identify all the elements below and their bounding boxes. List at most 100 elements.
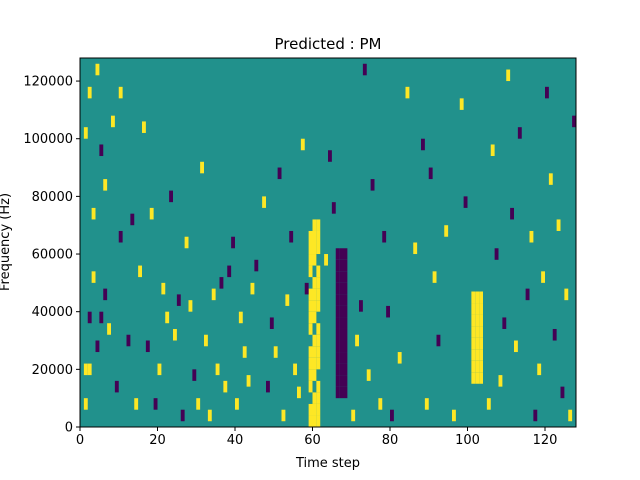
heatmap-cell <box>517 127 522 139</box>
y-tick-label: 120000 <box>23 75 73 90</box>
heatmap-cell <box>215 363 220 376</box>
heatmap-cell <box>277 167 282 180</box>
heatmap-band-cell <box>479 303 483 315</box>
heatmap-cell <box>99 144 104 157</box>
heatmap-band-cell <box>308 380 313 393</box>
heatmap-band-cell <box>335 386 340 399</box>
heatmap-band-cell <box>339 282 344 295</box>
heatmap-cell <box>494 248 499 260</box>
heatmap-cell <box>541 271 545 283</box>
heatmap-band-cell <box>308 323 313 335</box>
heatmap-cell <box>269 317 274 329</box>
heatmap-cell <box>262 196 266 208</box>
heatmap-band-cell <box>479 291 483 304</box>
heatmap-band-cell <box>308 311 313 324</box>
heatmap-cell <box>498 375 503 387</box>
heatmap-band-cell <box>343 271 348 283</box>
heatmap-band-cell <box>479 314 483 327</box>
heatmap-cell <box>386 305 390 318</box>
heatmap-cell <box>227 265 232 278</box>
heatmap-cell <box>331 202 336 214</box>
heatmap-cell <box>176 294 181 306</box>
heatmap-cell <box>169 190 173 203</box>
heatmap-band-cell <box>316 265 321 278</box>
heatmap-cell <box>452 409 456 422</box>
heatmap-cell <box>83 127 88 139</box>
heatmap-band-cell <box>339 352 344 364</box>
heatmap-band-cell <box>312 334 317 347</box>
heatmap-cell <box>444 225 449 237</box>
heatmap-band-cell <box>335 248 340 260</box>
heatmap-band-cell <box>471 291 476 304</box>
heatmap-band-cell <box>343 328 348 341</box>
heatmap-cell <box>293 363 297 376</box>
heatmap-cell <box>328 150 332 162</box>
heatmap-cell <box>126 334 131 347</box>
heatmap-cell <box>560 386 565 399</box>
heatmap-band-cell <box>475 326 480 338</box>
heatmap-cell <box>432 271 437 283</box>
heatmap-cell <box>111 115 115 128</box>
heatmap-cell <box>273 346 278 358</box>
y-tick-label: 100000 <box>23 132 73 147</box>
heatmap-band-cell <box>471 326 476 338</box>
heatmap-cell <box>362 63 367 76</box>
heatmap-band-cell <box>343 259 348 272</box>
heatmap-band-cell <box>343 294 348 306</box>
heatmap-band-cell <box>471 349 476 361</box>
heatmap-cell <box>545 86 549 99</box>
heatmap-cell <box>351 409 356 422</box>
heatmap-cell <box>192 369 197 381</box>
heatmap-band-cell <box>339 386 344 399</box>
heatmap-cell <box>359 300 363 312</box>
heatmap-cell <box>281 409 286 422</box>
heatmap-band-cell <box>479 337 483 350</box>
heatmap-band-cell <box>308 357 313 370</box>
heatmap-cell <box>246 375 251 387</box>
heatmap-band-cell <box>343 317 348 329</box>
heatmap-band-cell <box>339 328 344 341</box>
heatmap-cell <box>378 398 383 410</box>
y-tick-label: 80000 <box>32 190 73 205</box>
heatmap-band-cell <box>312 242 317 255</box>
heatmap-cell <box>173 328 177 341</box>
heatmap-band-cell <box>316 277 321 289</box>
heatmap-band-cell <box>475 337 480 350</box>
heatmap-cell <box>459 98 464 110</box>
heatmap-band-cell <box>308 288 313 301</box>
heatmap-cell <box>421 138 425 151</box>
heatmap-band-cell <box>343 305 348 318</box>
heatmap-band-cell <box>316 346 321 358</box>
heatmap-band-cell <box>335 375 340 387</box>
heatmap-cell <box>219 277 224 289</box>
heatmap-cell <box>390 409 394 422</box>
heatmap-band-cell <box>335 305 340 318</box>
heatmap-band-cell <box>308 346 313 358</box>
heatmap-background <box>80 58 576 427</box>
heatmap-cell <box>83 363 88 376</box>
heatmap-cell <box>91 271 96 283</box>
heatmap-band-cell <box>343 248 348 260</box>
heatmap-cell <box>490 144 495 157</box>
heatmap-cell <box>250 282 255 295</box>
heatmap-band-cell <box>316 288 321 301</box>
heatmap-band-cell <box>475 360 480 373</box>
heatmap-cell <box>266 380 270 393</box>
heatmap-cell <box>204 334 208 347</box>
heatmap-band-cell <box>339 294 344 306</box>
heatmap-band-cell <box>475 314 480 327</box>
heatmap-cell <box>413 242 418 255</box>
heatmap-cell <box>572 115 576 128</box>
heatmap-cell <box>87 86 92 99</box>
heatmap-band-cell <box>339 271 344 283</box>
heatmap-cell <box>180 409 185 422</box>
heatmap-band-cell <box>471 303 476 315</box>
heatmap-cell <box>285 294 290 306</box>
heatmap-band-cell <box>479 326 483 338</box>
heatmap-band-cell <box>312 277 317 289</box>
heatmap-band-cell <box>335 294 340 306</box>
heatmap-cell <box>355 334 359 347</box>
heatmap-cell <box>95 63 100 76</box>
heatmap-cell <box>91 207 96 220</box>
